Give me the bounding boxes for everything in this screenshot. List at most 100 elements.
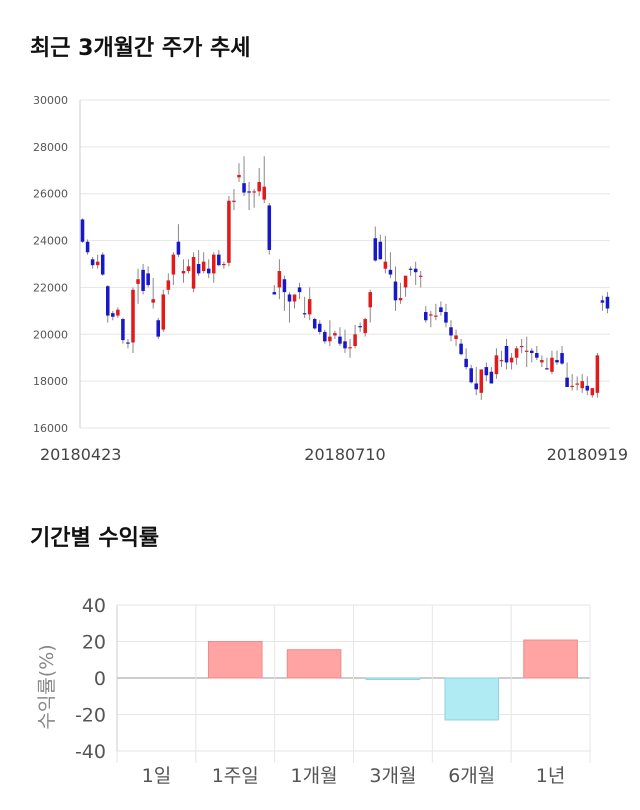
candle [464, 348, 468, 370]
y-tick-label: -20 [75, 705, 106, 727]
candle [156, 317, 161, 339]
candle [267, 203, 272, 255]
candle-body [146, 273, 150, 286]
candle [514, 346, 519, 365]
candle-body [95, 261, 100, 266]
candle [141, 264, 145, 295]
candle [605, 292, 610, 314]
candle [206, 259, 211, 279]
return-bar [523, 639, 578, 679]
candle-body [413, 268, 418, 273]
candle-body [429, 314, 433, 316]
candle [449, 320, 453, 342]
candle-body [494, 355, 499, 375]
candle [247, 182, 251, 211]
candle [479, 369, 484, 400]
candle-body [171, 254, 176, 275]
candle [398, 282, 403, 304]
candle [161, 289, 166, 332]
candle-body [575, 383, 579, 385]
candle-body [126, 342, 130, 344]
candle-body [590, 388, 595, 396]
x-tick-label: 20180710 [304, 445, 385, 464]
y-tick-label: 28000 [33, 141, 68, 154]
candle-body [201, 261, 206, 272]
candle-body [484, 367, 489, 376]
candle [413, 261, 418, 286]
candle [580, 374, 585, 393]
candle-body [388, 269, 393, 275]
candle-body [403, 275, 408, 288]
x-tick-label: 1개월 [291, 765, 338, 787]
candle [186, 259, 191, 274]
candle [333, 330, 337, 339]
candle [307, 287, 312, 321]
candle-body [383, 261, 388, 269]
candle-body [141, 269, 145, 291]
candle-body [519, 346, 524, 348]
candle-body [247, 191, 251, 193]
candle [121, 317, 125, 344]
candle [201, 252, 206, 274]
candle-body [121, 319, 125, 341]
candle-body [605, 296, 610, 309]
candle [297, 282, 302, 300]
y-tick-label: 26000 [33, 188, 68, 201]
candle-body [277, 271, 282, 288]
candle [191, 252, 196, 293]
candle-body [509, 357, 514, 363]
candle-body [358, 326, 362, 328]
candle [545, 357, 549, 370]
candle-body [252, 191, 256, 193]
candle-body [373, 238, 378, 261]
candle [282, 275, 287, 311]
candle [131, 287, 135, 354]
candle-body [196, 264, 201, 274]
candle-body [191, 256, 196, 289]
candle-body [529, 350, 534, 354]
candle-body [449, 327, 453, 336]
candle-body [454, 335, 458, 339]
candle [469, 364, 473, 384]
candle-body [136, 279, 140, 284]
candle [570, 374, 574, 391]
candle [565, 362, 569, 387]
candle [85, 239, 90, 255]
candle [529, 348, 534, 363]
candle-body [116, 309, 120, 316]
candle-body [550, 357, 554, 372]
candle-body [570, 385, 574, 388]
candle-body [393, 281, 398, 301]
y-tick-label: 20 [82, 632, 106, 654]
candle [454, 329, 458, 346]
candle-body [423, 312, 428, 321]
candle [100, 252, 105, 276]
candle-body [186, 266, 191, 272]
candle-body [600, 300, 605, 303]
candle-body [408, 268, 413, 270]
candle [489, 367, 494, 384]
y-tick-label: 22000 [33, 281, 68, 294]
y-tick-label: 24000 [33, 235, 68, 248]
stock-candlestick-chart: 16000 18000 20000 22000 24000 26000 28000 30000… [33, 94, 628, 464]
candle-body [287, 294, 292, 302]
candle [80, 218, 85, 243]
candle [237, 163, 241, 182]
candle-body [156, 320, 161, 337]
candle [338, 327, 342, 346]
candle [378, 234, 383, 260]
candle-body [242, 183, 246, 193]
candle [535, 346, 539, 361]
candle-body [111, 313, 115, 317]
candle [439, 301, 443, 316]
candle-body [540, 360, 544, 363]
candle [166, 273, 171, 295]
candle-body [535, 353, 539, 358]
candle [444, 303, 448, 328]
candle-body [312, 319, 317, 329]
return-bar [207, 641, 263, 679]
candle [257, 167, 261, 197]
candle-body [206, 268, 211, 274]
candle-body [545, 368, 549, 370]
candle [595, 353, 600, 398]
